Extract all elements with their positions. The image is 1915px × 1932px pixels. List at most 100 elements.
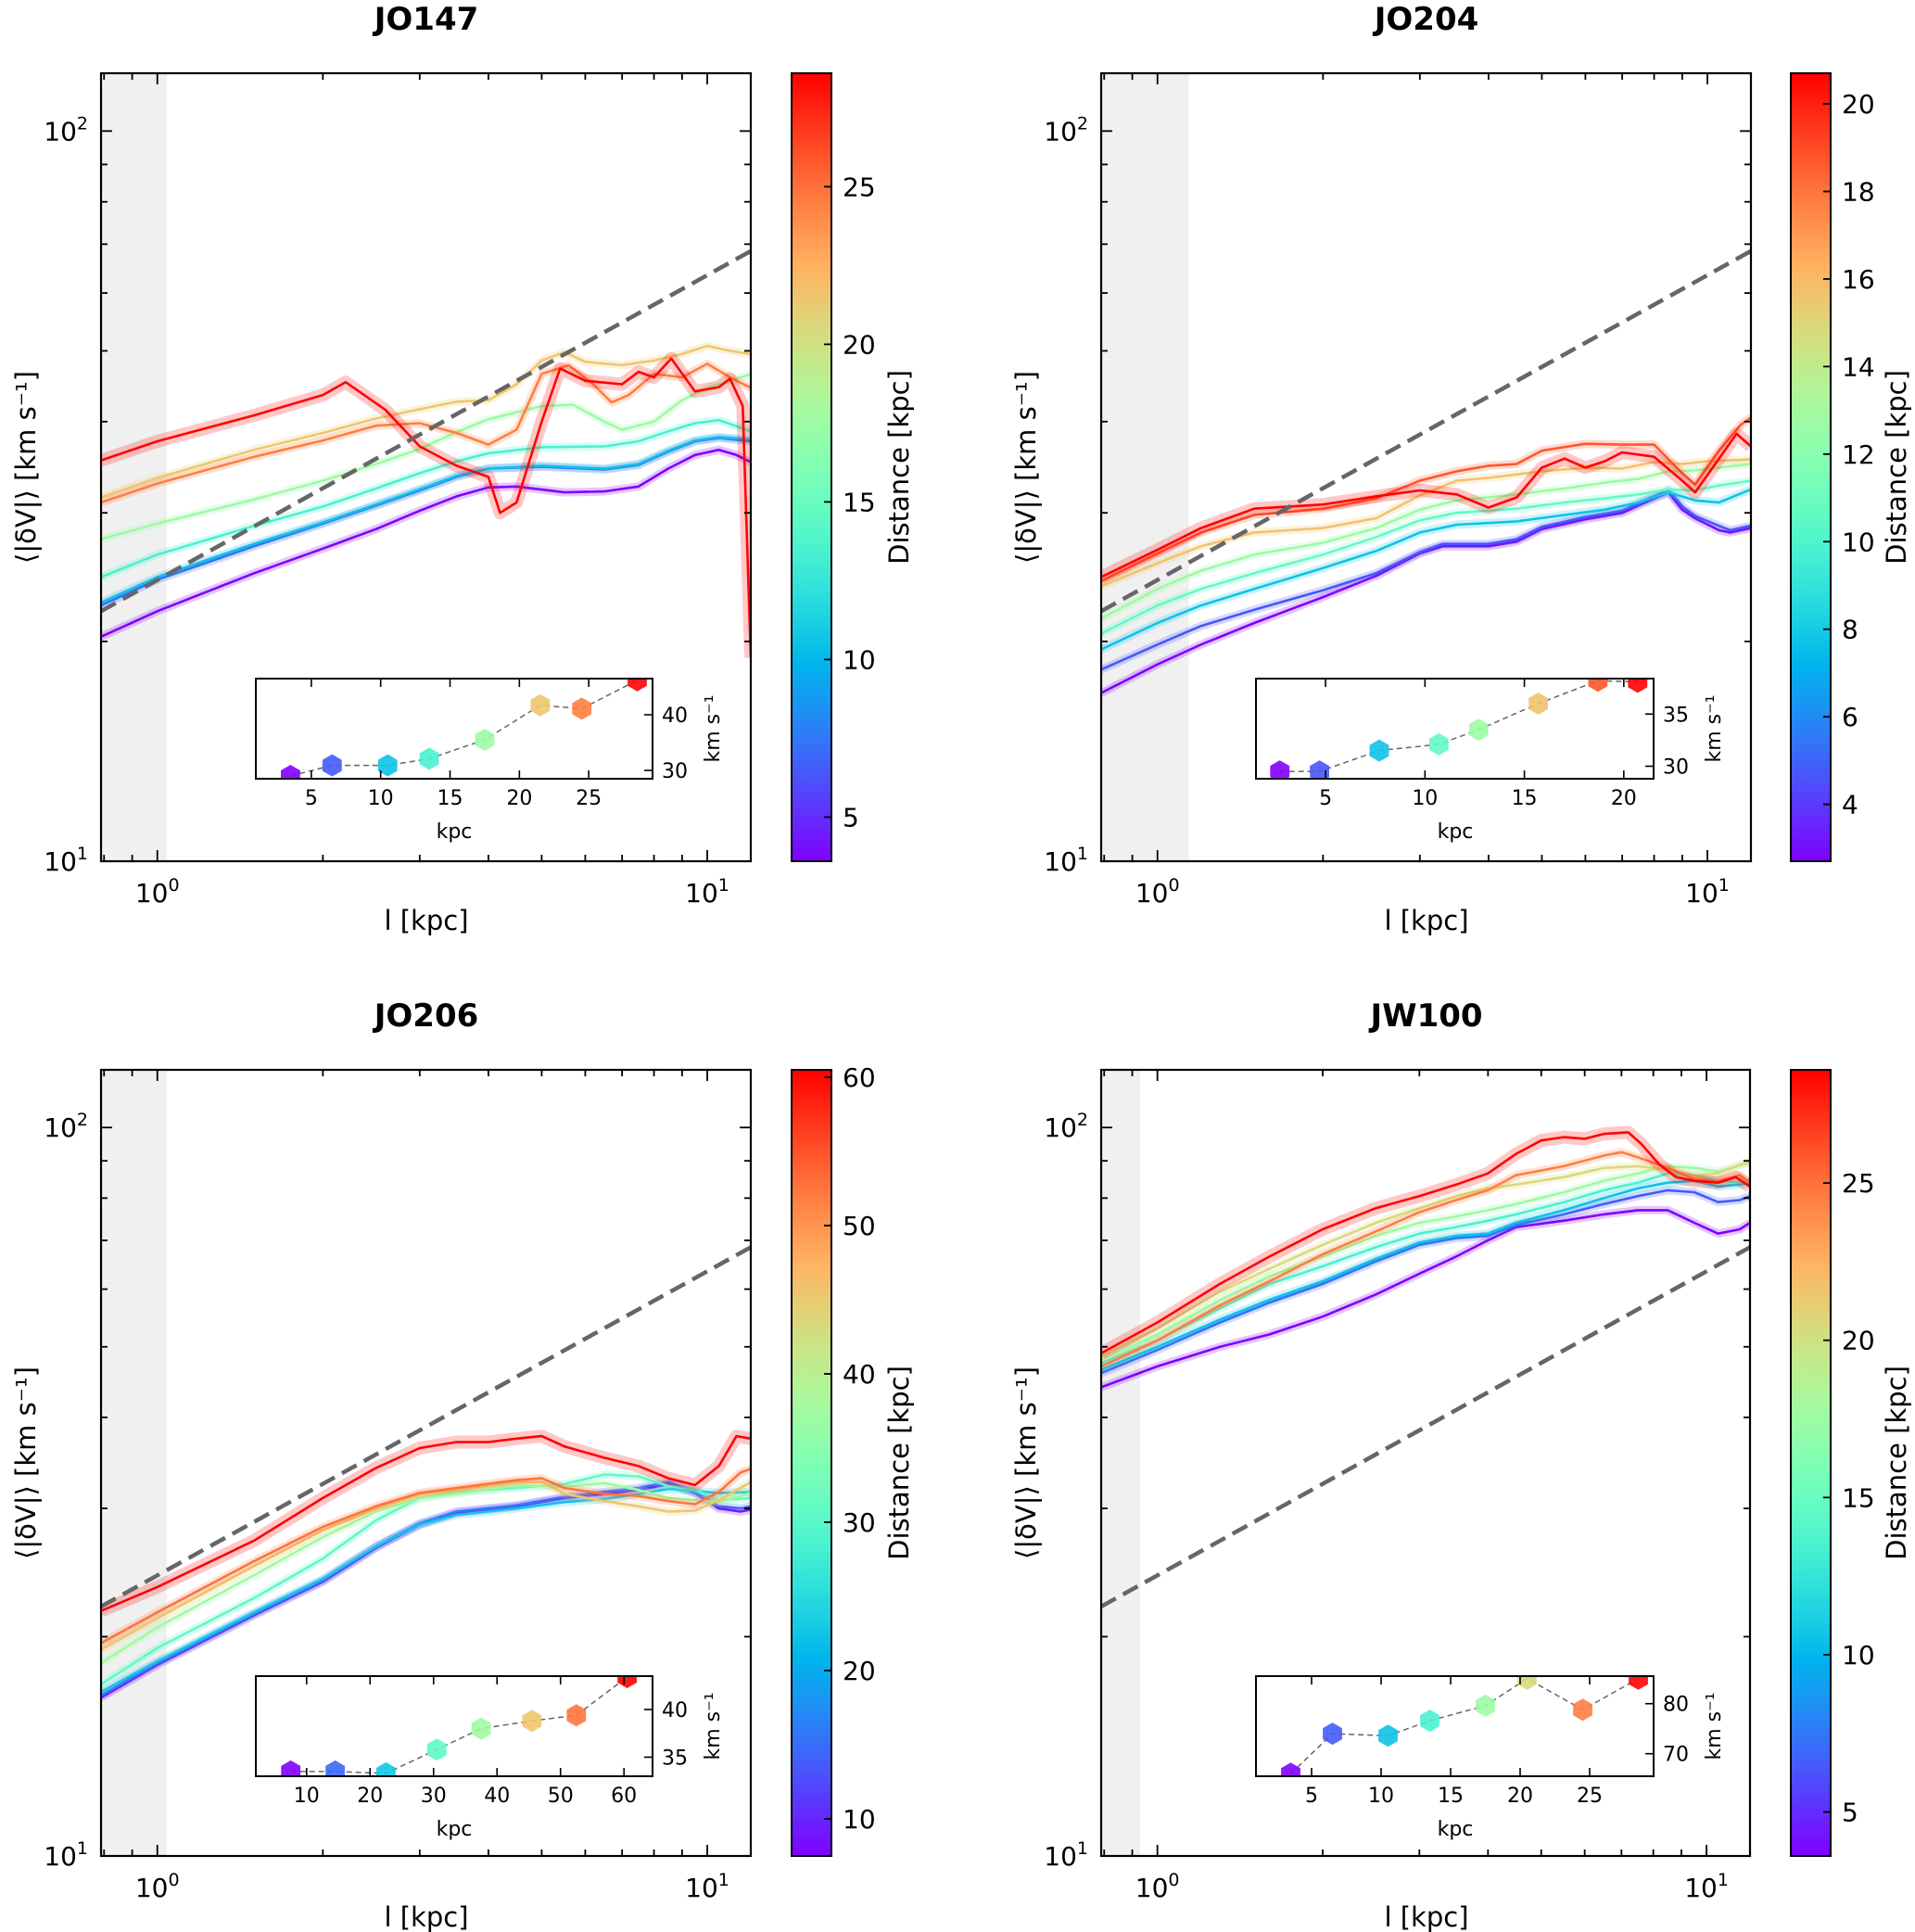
inset-hexagon-marker (1628, 679, 1648, 693)
series-line-d45.5 (101, 1481, 751, 1651)
inset-x-tick-label: 20 (1611, 787, 1637, 810)
panel-jo206: 100 101 101 102 10 20 30 40 50 60 10 20 30 40 50 60 35 40… (10, 998, 915, 1932)
inset-x-label: kpc (1438, 1818, 1474, 1841)
inset-frame (255, 1675, 653, 1777)
plot-lines (101, 248, 751, 658)
series-line-d24.5 (101, 362, 751, 504)
inset-x-tick-label: 25 (1577, 1785, 1603, 1808)
y-tick-label: 101 (44, 1838, 88, 1872)
inset-x-tick-label: 5 (1305, 1785, 1318, 1808)
plot-lines (1101, 1125, 1750, 1608)
inset-y-label: km s⁻¹ (1703, 1692, 1726, 1760)
y-tick-label: 102 (44, 113, 88, 146)
inset-background (256, 1676, 653, 1776)
colorbar (1790, 1069, 1832, 1857)
panel-title: JO204 (1373, 1, 1479, 38)
inset: 5 10 15 20 30 35 (1255, 678, 1689, 810)
colorbar-tick-label: 10 (1842, 1640, 1875, 1671)
inset-x-label: kpc (437, 1818, 473, 1841)
y-tick-label: 102 (1044, 1110, 1088, 1143)
panel-jo204: 100 101 101 102 4 6 8 10 12 14 16 18 20 5 10 15 20 30 35 JO… (1010, 1, 1912, 936)
x-tick-label: 101 (685, 1870, 729, 1903)
x-axis-label: l [kpc] (1384, 905, 1468, 936)
colorbar-tick-label: 25 (1842, 1168, 1875, 1199)
x-tick-label: 100 (1135, 1870, 1180, 1903)
series-line-d18.7 (1101, 416, 1751, 582)
colorbar (1790, 72, 1832, 862)
colorbar (791, 1069, 832, 1857)
x-tick-label: 100 (1135, 875, 1180, 909)
inset: 10 20 30 40 50 60 35 40 (255, 1675, 688, 1808)
inset-hexagon-marker (566, 1704, 587, 1727)
colorbar-tick-label: 20 (843, 329, 876, 360)
inset-plot (281, 1676, 637, 1776)
panel-title: JW100 (1368, 998, 1482, 1035)
resolution-limit-shading (1101, 73, 1189, 861)
y-tick-label: 101 (44, 844, 88, 877)
y-tick-label: 101 (1044, 844, 1088, 877)
inset-hexagon-marker (419, 747, 439, 770)
colorbar-tick-label: 10 (1842, 527, 1875, 557)
axes-frame (99, 71, 753, 863)
inset-x-label: kpc (1438, 820, 1474, 844)
inset-y-tick-label: 40 (662, 1699, 688, 1722)
inset-hexagon-marker (377, 754, 398, 777)
series-line-d10.5 (101, 436, 751, 604)
inset-hexagon-marker (1573, 1698, 1592, 1722)
inset-y-tick-label: 30 (1663, 756, 1689, 780)
inset-hexagon-marker (1528, 693, 1548, 715)
series-line-d28.5 (101, 357, 751, 658)
inset-y-tick-label: 35 (662, 1747, 688, 1770)
y-axis-label: ⟨|δV|⟩ [km s⁻¹] (10, 371, 42, 564)
inset-hexagon-marker (1323, 1722, 1342, 1746)
inset-y-tick-label: 70 (1663, 1744, 1689, 1767)
series-line-d22.5 (101, 1487, 751, 1694)
colorbar-tick-label: 20 (843, 1656, 876, 1686)
inset-hexagon-marker (1281, 1762, 1300, 1776)
inset-x-tick-label: 5 (1319, 787, 1332, 810)
series-line-d20.7 (1101, 432, 1751, 578)
inset-frame (1255, 678, 1655, 780)
inset-x-tick-label: 15 (438, 787, 463, 810)
inset-background (1256, 1676, 1654, 1776)
resolution-limit-shading (101, 73, 167, 861)
inset-x-tick-label: 10 (1412, 787, 1438, 810)
inset-x-tick-label: 10 (294, 1785, 320, 1808)
panel-jw100: 100 101 101 102 5 10 15 20 25 5 10 15 20 25 70 80 JW100 l… (1010, 998, 1912, 1932)
inset-x-tick-label: 5 (305, 787, 318, 810)
series-line-d10.7 (1101, 479, 1751, 635)
inset-x-tick-label: 60 (611, 1785, 637, 1808)
x-tick-label: 100 (135, 875, 180, 909)
inset-y-tick-label: 30 (662, 760, 688, 783)
inset-hexagon-marker (572, 697, 592, 720)
colorbar-tick-label: 6 (1842, 702, 1858, 732)
y-tick-label: 102 (44, 1110, 88, 1143)
panel-title: JO147 (373, 1, 479, 38)
colorbar-tick-label: 18 (1842, 177, 1875, 208)
inset-hexagon-marker (426, 1738, 447, 1761)
colorbar-label: Distance [kpc] (1881, 370, 1912, 565)
inset-y-label: km s⁻¹ (702, 1692, 725, 1760)
series-line-d17.5 (101, 373, 751, 540)
series-line-d3.5 (1101, 1209, 1750, 1389)
colorbar-tick-label: 60 (843, 1062, 876, 1093)
inset-plot (1270, 679, 1648, 779)
series-line-d24.5 (1101, 1150, 1750, 1368)
colorbar-label: Distance [kpc] (883, 370, 915, 565)
inset-y-tick-label: 80 (1663, 1694, 1689, 1717)
series-line-d7.7 (1101, 488, 1751, 651)
axes-frame (99, 1068, 753, 1858)
inset-hexagon-marker (322, 754, 342, 777)
inset-x-tick-label: 30 (421, 1785, 447, 1808)
y-tick-label: 101 (1044, 1838, 1088, 1872)
series-line-d13.5 (101, 418, 751, 578)
x-tick-label: 101 (1685, 875, 1730, 909)
series-line-d3.5 (101, 448, 751, 638)
series-line-d6.5 (1101, 1188, 1750, 1375)
inset-frame (1255, 1675, 1655, 1777)
y-axis-label: ⟨|δV|⟩ [km s⁻¹] (1010, 1366, 1042, 1559)
series-line-d12.7 (1101, 463, 1751, 620)
y-axis-label: ⟨|δV|⟩ [km s⁻¹] (10, 1366, 42, 1559)
colorbar-tick-label: 4 (1842, 790, 1858, 820)
x-tick-label: 100 (135, 1870, 180, 1903)
